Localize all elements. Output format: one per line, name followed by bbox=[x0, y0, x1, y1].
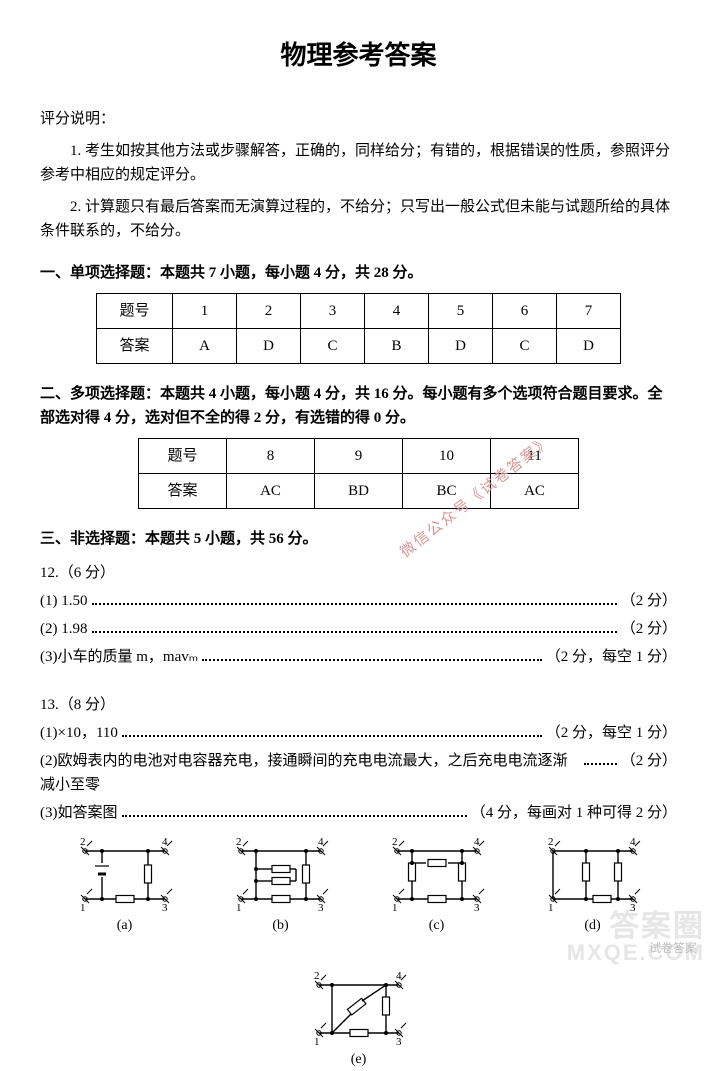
row-label: 题号 bbox=[97, 293, 173, 328]
svg-text:3: 3 bbox=[474, 902, 480, 913]
cell: 2 bbox=[237, 293, 301, 328]
svg-text:2: 2 bbox=[80, 836, 86, 848]
dots-icon bbox=[92, 591, 617, 605]
circuit-b: 2 4 1 3 (b) bbox=[226, 833, 336, 937]
svg-text:4: 4 bbox=[630, 836, 636, 848]
dots-icon bbox=[122, 723, 542, 737]
q13-r2-post: （2 分） bbox=[621, 749, 677, 773]
circuit-c-svg: 2 4 1 3 bbox=[382, 833, 492, 913]
cell: 9 bbox=[315, 438, 403, 473]
q12-r3: (3)小车的质量 m，mavₘ （2 分，每空 1 分） bbox=[40, 645, 677, 669]
svg-text:4: 4 bbox=[162, 836, 168, 848]
dots-icon bbox=[122, 803, 467, 817]
section3-heading: 三、非选择题：本题共 5 小题，共 56 分。 bbox=[40, 527, 677, 551]
cell: B bbox=[365, 328, 429, 363]
q13-r3-pre: (3)如答案图 bbox=[40, 801, 118, 825]
svg-text:2: 2 bbox=[548, 836, 554, 848]
q13-r3: (3)如答案图 （4 分，每画对 1 种可得 2 分） bbox=[40, 801, 677, 825]
intro-p1: 1. 考生如按其他方法或步骤解答，正确的，同样给分；有错的，根据错误的性质，参照… bbox=[40, 139, 677, 187]
circuit-b-svg: 2 4 1 3 bbox=[226, 833, 336, 913]
svg-text:1: 1 bbox=[80, 902, 86, 913]
row-label: 答案 bbox=[139, 473, 227, 508]
cell: 4 bbox=[365, 293, 429, 328]
cell: A bbox=[173, 328, 237, 363]
svg-text:3: 3 bbox=[162, 902, 168, 913]
cell: AC bbox=[491, 473, 579, 508]
svg-text:1: 1 bbox=[236, 902, 242, 913]
cell: C bbox=[493, 328, 557, 363]
row-label: 题号 bbox=[139, 438, 227, 473]
circuit-d: 2 4 1 3 (d) bbox=[538, 833, 648, 937]
circuit-a-label: (a) bbox=[70, 915, 180, 937]
intro-heading: 评分说明： bbox=[40, 107, 677, 131]
svg-text:3: 3 bbox=[396, 1036, 402, 1047]
table-row: 答案 A D C B D C D bbox=[97, 328, 621, 363]
q12-r2-pre: (2) 1.98 bbox=[40, 617, 88, 641]
q12-r2: (2) 1.98 （2 分） bbox=[40, 617, 677, 641]
circuit-d-svg: 2 4 1 3 bbox=[538, 833, 648, 913]
circuit-c-label: (c) bbox=[382, 915, 492, 937]
q13-r1-pre: (1)×10，110 bbox=[40, 721, 118, 745]
q12-r1: (1) 1.50 （2 分） bbox=[40, 589, 677, 613]
cell: 7 bbox=[557, 293, 621, 328]
cell: 10 bbox=[403, 438, 491, 473]
cell: 1 bbox=[173, 293, 237, 328]
svg-text:3: 3 bbox=[318, 902, 324, 913]
dots-icon bbox=[584, 751, 617, 765]
section2-table: 题号 8 9 10 11 答案 AC BD BC AC bbox=[138, 438, 579, 509]
circuit-a: 2 4 1 3 (a) bbox=[70, 833, 180, 937]
q13-r2-pre: (2)欧姆表内的电池对电容器充电，接通瞬间的充电电流最大，之后充电电流逐渐减小至… bbox=[40, 749, 580, 797]
svg-text:2: 2 bbox=[236, 836, 242, 848]
circuit-e-svg: 2413 bbox=[304, 967, 414, 1047]
cell: D bbox=[429, 328, 493, 363]
cell: 3 bbox=[301, 293, 365, 328]
table-row: 题号 1 2 3 4 5 6 7 bbox=[97, 293, 621, 328]
cell: C bbox=[301, 328, 365, 363]
cell: BD bbox=[315, 473, 403, 508]
q13-r3-post: （4 分，每画对 1 种可得 2 分） bbox=[471, 801, 677, 825]
q12-r1-pre: (1) 1.50 bbox=[40, 589, 88, 613]
q12-head: 12.（6 分） bbox=[40, 561, 677, 585]
cell: 5 bbox=[429, 293, 493, 328]
q12-r2-post: （2 分） bbox=[621, 617, 677, 641]
dots-icon bbox=[202, 647, 542, 661]
cell: D bbox=[557, 328, 621, 363]
cell: 8 bbox=[227, 438, 315, 473]
circuit-e-label: (e) bbox=[304, 1049, 414, 1071]
cell: BC bbox=[403, 473, 491, 508]
table-row: 答案 AC BD BC AC bbox=[139, 473, 579, 508]
q13-head: 13.（8 分） bbox=[40, 693, 677, 717]
svg-text:1: 1 bbox=[314, 1036, 320, 1047]
circuit-d-label: (d) bbox=[538, 915, 648, 937]
cell: D bbox=[237, 328, 301, 363]
circuit-a-svg: 2 4 1 3 bbox=[70, 833, 180, 913]
page-title: 物理参考答案 bbox=[40, 35, 677, 77]
cell: AC bbox=[227, 473, 315, 508]
q13-r1: (1)×10，110 （2 分，每空 1 分） bbox=[40, 721, 677, 745]
circuit-diagrams: 2 4 1 3 (a) 2 4 1 3 (b) 2 4 1 3 (c) 2 4 1 3 (d) 2 4 1 3… bbox=[40, 833, 677, 1071]
section1-table: 题号 1 2 3 4 5 6 7 答案 A D C B D C D bbox=[96, 293, 621, 364]
circuit-b-label: (b) bbox=[226, 915, 336, 937]
dots-icon bbox=[92, 619, 617, 633]
q13-r1-post: （2 分，每空 1 分） bbox=[546, 721, 677, 745]
q12-r3-post: （2 分，每空 1 分） bbox=[546, 645, 677, 669]
cell: 11 bbox=[491, 438, 579, 473]
cell: 6 bbox=[493, 293, 557, 328]
svg-text:1: 1 bbox=[392, 902, 398, 913]
q13-r2: (2)欧姆表内的电池对电容器充电，接通瞬间的充电电流最大，之后充电电流逐渐减小至… bbox=[40, 749, 677, 797]
intro-p2: 2. 计算题只有最后答案而无演算过程的，不给分；只写出一般公式但未能与试题所给的… bbox=[40, 195, 677, 243]
svg-text:4: 4 bbox=[474, 836, 480, 848]
section1-heading: 一、单项选择题：本题共 7 小题，每小题 4 分，共 28 分。 bbox=[40, 261, 677, 285]
svg-text:4: 4 bbox=[318, 836, 324, 848]
svg-text:2: 2 bbox=[392, 836, 398, 848]
table-row: 题号 8 9 10 11 bbox=[139, 438, 579, 473]
circuit-e: 2413 (e) bbox=[304, 967, 414, 1071]
row-label: 答案 bbox=[97, 328, 173, 363]
q12-r1-post: （2 分） bbox=[621, 589, 677, 613]
circuit-c: 2 4 1 3 (c) bbox=[382, 833, 492, 937]
q12-r3-pre: (3)小车的质量 m，mavₘ bbox=[40, 645, 198, 669]
svg-text:3: 3 bbox=[630, 902, 636, 913]
svg-text:1: 1 bbox=[548, 902, 554, 913]
section2-heading: 二、多项选择题：本题共 4 小题，每小题 4 分，共 16 分。每小题有多个选项… bbox=[40, 382, 677, 430]
